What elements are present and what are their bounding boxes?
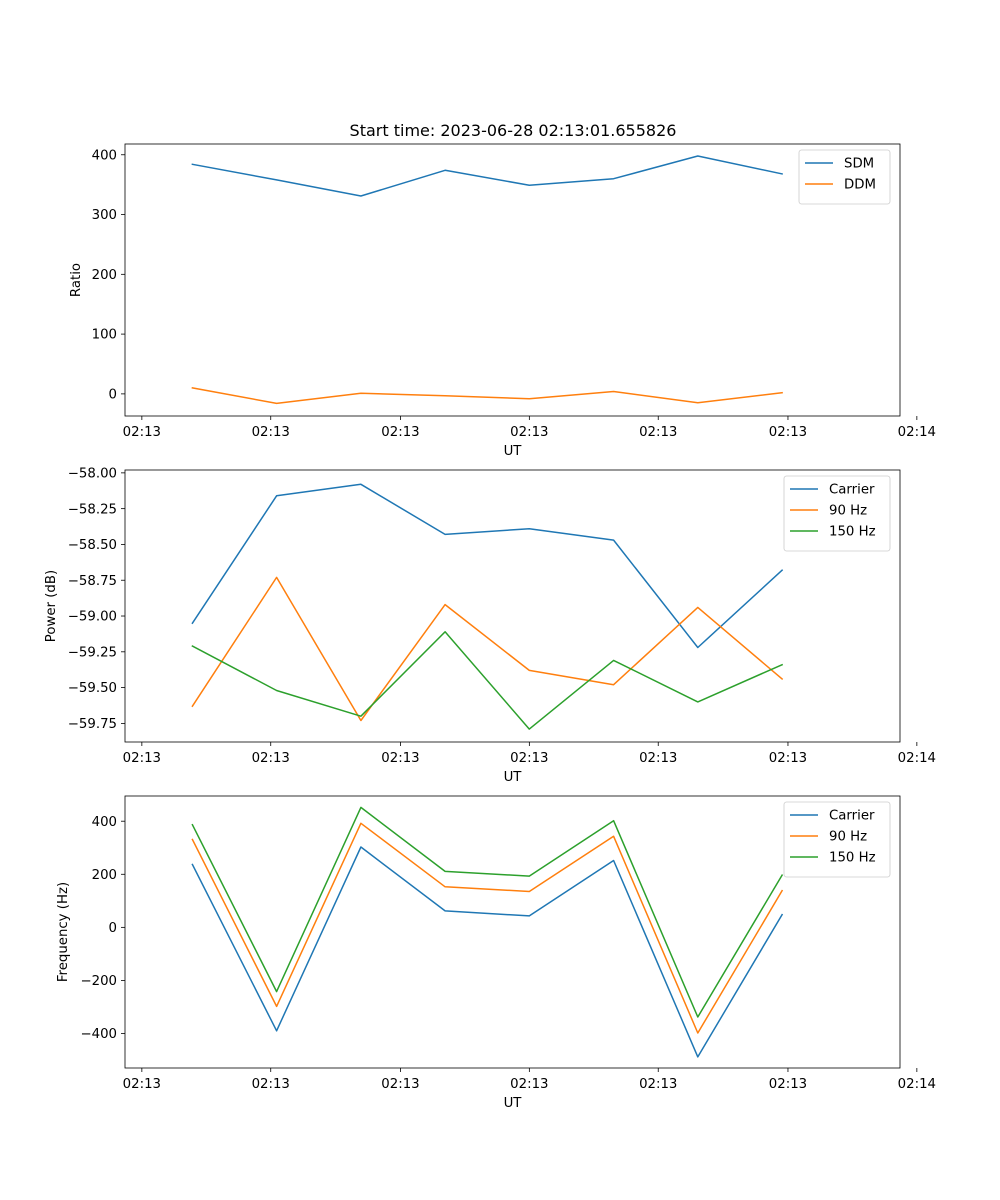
y-tick-label: −59.75	[68, 717, 117, 732]
legend-label: DDM	[844, 178, 876, 193]
y-tick-label: 0	[109, 387, 117, 402]
x-tick-label: 02:13	[769, 751, 807, 766]
series-line-90-hz	[191, 576, 784, 722]
x-tick-label: 02:13	[510, 1077, 548, 1092]
y-tick-label: −400	[80, 1027, 117, 1042]
series-line-carrier	[191, 483, 784, 649]
legend-label: 90 Hz	[829, 504, 867, 519]
x-tick-label: 02:13	[252, 751, 290, 766]
y-tick-label: −58.00	[68, 466, 117, 481]
series-line-150-hz	[191, 806, 784, 1018]
series-line-sdm	[191, 155, 783, 197]
y-tick-label: 200	[92, 868, 117, 883]
y-tick-label: −200	[80, 974, 117, 989]
figure-title: Start time: 2023-06-28 02:13:01.655826	[350, 121, 677, 140]
y-tick-label: 300	[92, 208, 117, 223]
panel-2: 02:13 02:13 02:13 02:13 02:13 02:13 02:14 −58.0…	[44, 466, 936, 785]
y-tick-label: −59.50	[68, 681, 117, 696]
x-tick-label: 02:13	[252, 1077, 290, 1092]
series-line-carrier	[191, 846, 784, 1058]
y-axis-label: Ratio	[69, 263, 84, 297]
y-tick-label: −58.75	[68, 574, 117, 589]
y-tick-label: −59.25	[68, 645, 117, 660]
series-line-ddm	[191, 387, 783, 405]
legend-label: 90 Hz	[829, 830, 867, 845]
y-tick-label: 0	[109, 921, 117, 936]
x-axis-label: UT	[504, 444, 523, 459]
axes-frame	[124, 795, 901, 1069]
x-tick-label: 02:13	[769, 425, 807, 440]
legend-box	[783, 801, 891, 878]
y-tick-label: 400	[92, 815, 117, 830]
x-tick-label: 02:13	[639, 751, 677, 766]
x-tick-label: 02:13	[639, 425, 677, 440]
legend: Carrier 90 Hz 150 Hz	[783, 475, 891, 552]
y-axis-label: Frequency (Hz)	[56, 882, 71, 982]
x-tick-label: 02:14	[898, 1077, 936, 1092]
x-axis-label: UT	[504, 1096, 523, 1111]
x-axis-label: UT	[504, 770, 523, 785]
x-tick-label: 02:13	[769, 1077, 807, 1092]
y-tick-label: −58.25	[68, 502, 117, 517]
x-tick-label: 02:13	[381, 751, 419, 766]
legend-label: 150 Hz	[829, 525, 876, 540]
x-tick-label: 02:13	[123, 1077, 161, 1092]
axes-frame	[124, 143, 901, 417]
panel-3: 02:13 02:13 02:13 02:13 02:13 02:13 02:14 −400 −…	[56, 795, 936, 1111]
legend-label: 150 Hz	[829, 851, 876, 866]
series-line-150-hz	[191, 631, 784, 730]
legend-box	[783, 475, 891, 552]
legend-label: Carrier	[829, 483, 875, 498]
x-tick-label: 02:13	[381, 1077, 419, 1092]
y-tick-label: −59.00	[68, 610, 117, 625]
legend: Carrier 90 Hz 150 Hz	[783, 801, 891, 878]
x-tick-label: 02:13	[639, 1077, 677, 1092]
x-tick-label: 02:14	[898, 751, 936, 766]
legend: SDM DDM	[798, 149, 891, 205]
axes-frame	[124, 469, 901, 743]
y-tick-label: 400	[92, 148, 117, 163]
y-tick-label: 100	[92, 328, 117, 343]
series-line-90-hz	[191, 822, 784, 1034]
x-tick-label: 02:13	[252, 425, 290, 440]
x-tick-label: 02:13	[510, 425, 548, 440]
panel-1: 02:13 02:13 02:13 02:13 02:13 02:13 02:14 0 100 2…	[69, 143, 936, 459]
y-axis-label: Power (dB)	[44, 570, 59, 642]
y-tick-label: −58.50	[68, 538, 117, 553]
x-tick-label: 02:13	[510, 751, 548, 766]
legend-label: Carrier	[829, 809, 875, 824]
y-tick-label: 200	[92, 268, 117, 283]
x-tick-label: 02:13	[123, 751, 161, 766]
x-tick-label: 02:13	[381, 425, 419, 440]
x-tick-label: 02:14	[898, 425, 936, 440]
legend-label: SDM	[844, 157, 874, 172]
x-tick-label: 02:13	[123, 425, 161, 440]
